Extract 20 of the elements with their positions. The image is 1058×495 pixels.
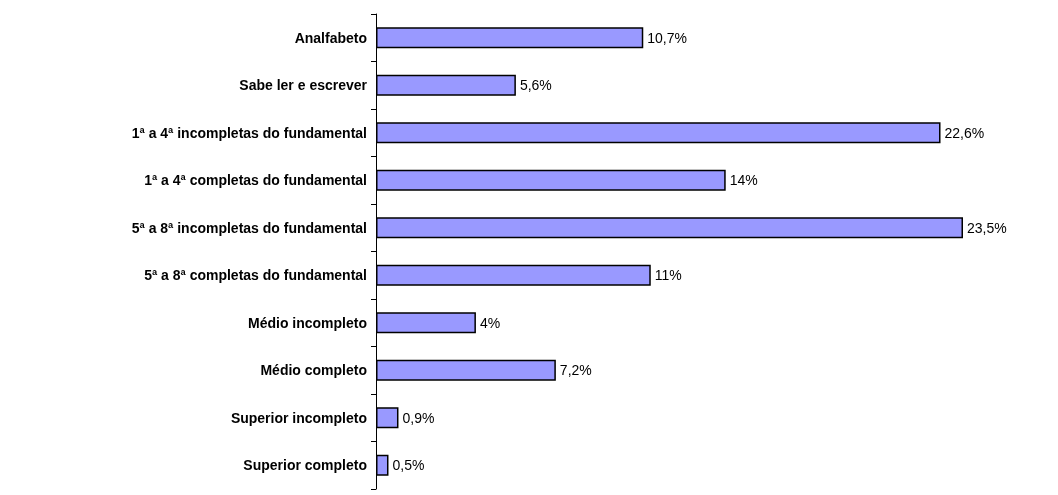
data-label: 0,5% (392, 457, 425, 474)
y-tick-label: Superior incompleto (230, 409, 367, 426)
data-label: 7,2% (559, 362, 592, 379)
y-tick-label: 1ª a 4ª completas do fundamental (144, 172, 367, 189)
data-label: 5,6% (519, 77, 552, 94)
y-tick-label: Analfabeto (294, 29, 367, 46)
y-tick-label: Médio incompleto (248, 314, 367, 331)
y-tick-label: Médio completo (260, 362, 367, 379)
y-tick-label: 5ª a 8ª incompletas do fundamental (131, 219, 367, 236)
data-label: 4% (479, 314, 501, 331)
data-label: 0,9% (402, 409, 435, 426)
data-label: 10,7% (647, 29, 687, 46)
data-label: 23,5% (967, 219, 1007, 236)
y-tick-label: Sabe ler e escrever (239, 77, 368, 94)
data-label: 11% (654, 267, 682, 284)
y-tick-label: Superior completo (243, 457, 367, 474)
data-label: 22,6% (944, 124, 985, 141)
y-tick-label: 1ª a 4ª incompletas do fundamental (131, 124, 367, 141)
data-label: 14% (729, 172, 758, 189)
y-tick-label: 5ª a 8ª completas do fundamental (144, 267, 367, 284)
